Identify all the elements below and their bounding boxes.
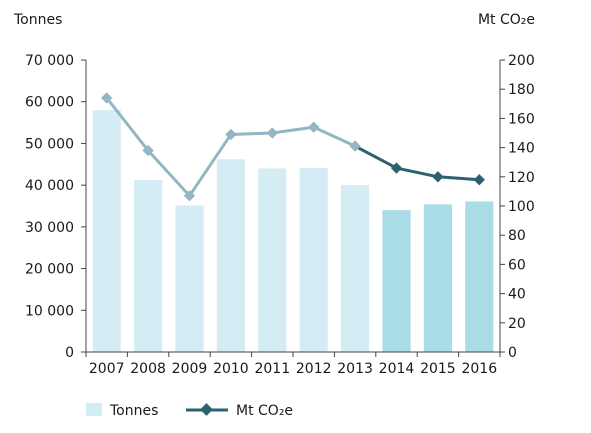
x-tick-label: 2010 <box>213 361 249 377</box>
x-tick-label: 2016 <box>461 361 497 377</box>
right-tick-label: 160 <box>508 111 535 127</box>
line-segment <box>188 132 233 198</box>
x-tick-label: 2013 <box>337 361 373 377</box>
x-tick-label: 2009 <box>172 361 208 377</box>
legend-item-mtco2e: Mt CO₂e <box>236 403 293 419</box>
line-point-2013 <box>349 140 361 152</box>
line-segment <box>395 166 440 179</box>
right-tick-label: 140 <box>508 141 535 157</box>
bar-2016 <box>465 201 494 352</box>
left-tick-label: 70 000 <box>25 53 74 69</box>
left-tick-label: 60 000 <box>25 95 74 111</box>
right-tick-label: 100 <box>508 199 535 215</box>
x-tick-label: 2007 <box>89 361 125 377</box>
left-tick-label: 40 000 <box>25 178 74 194</box>
line-point-2008 <box>142 144 154 157</box>
right-tick-label: 40 <box>508 287 526 303</box>
bar-2015 <box>423 204 452 352</box>
right-tick-label: 0 <box>508 345 517 361</box>
line-segment <box>353 144 398 170</box>
legend: Tonnes Mt CO₂e <box>86 403 293 419</box>
x-tick-label: 2008 <box>130 361 166 377</box>
bar-2011 <box>258 168 287 352</box>
right-tick-label: 120 <box>508 170 535 186</box>
legend-diamond-marker <box>200 403 213 416</box>
left-tick-label: 20 000 <box>25 262 74 278</box>
line-segment <box>436 175 481 182</box>
line-point-2012 <box>308 121 320 133</box>
right-ticks-group: 0 20 40 60 80 100 120 140 160 180 200 <box>500 53 535 361</box>
bar-2010 <box>216 159 245 352</box>
left-tick-label: 30 000 <box>25 220 74 236</box>
line-series-group <box>101 92 485 202</box>
legend-item-tonnes: Tonnes <box>109 403 158 419</box>
left-tick-label: 10 000 <box>25 303 74 319</box>
right-tick-label: 200 <box>508 53 535 69</box>
x-tick-label: 2012 <box>296 361 332 377</box>
line-point-2015 <box>432 171 444 183</box>
bar-2014 <box>382 210 411 352</box>
x-tick-label: 2014 <box>379 361 415 377</box>
left-axis-label: Tonnes <box>13 12 62 28</box>
line-segment <box>105 96 150 153</box>
bar-2012 <box>299 168 328 352</box>
line-segment <box>270 125 316 135</box>
bar-2008 <box>134 180 163 352</box>
x-tick-label: 2015 <box>420 361 456 377</box>
bar-2009 <box>175 205 204 352</box>
right-axis-label: Mt CO₂e <box>478 12 535 28</box>
line-point-2009 <box>183 190 196 202</box>
right-tick-label: 60 <box>508 257 526 273</box>
right-tick-label: 20 <box>508 316 526 332</box>
x-ticks-group: 2007 2008 2009 2010 2011 2012 2013 2014 2015 2016 <box>85 352 501 377</box>
bars-group <box>92 110 494 352</box>
bar-2007 <box>92 110 121 352</box>
bar-2013 <box>341 185 370 352</box>
line-segment <box>229 131 274 136</box>
line-point-2011 <box>266 127 278 139</box>
line-point-2010 <box>225 128 237 141</box>
right-tick-label: 80 <box>508 228 526 244</box>
right-tick-label: 180 <box>508 82 535 98</box>
line-segment <box>146 149 191 198</box>
legend-bar-swatch <box>86 403 102 416</box>
line-point-2016 <box>473 174 485 186</box>
left-ticks-group: 0 10 000 20 000 30 000 40 000 50 000 60 000 70 … <box>25 53 86 361</box>
x-tick-label: 2011 <box>254 361 290 377</box>
line-point-2014 <box>390 162 403 174</box>
line-segment <box>312 125 357 148</box>
left-tick-label: 50 000 <box>25 136 74 152</box>
left-tick-label: 0 <box>65 345 74 361</box>
